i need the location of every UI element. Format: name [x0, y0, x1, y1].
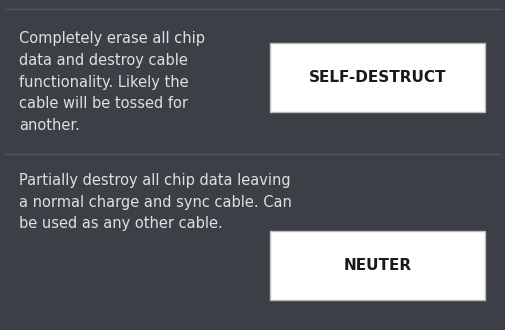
Text: SELF-DESTRUCT: SELF-DESTRUCT: [309, 70, 446, 85]
Text: NEUTER: NEUTER: [343, 258, 412, 273]
FancyBboxPatch shape: [270, 43, 485, 112]
Text: Completely erase all chip
data and destroy cable
functionality. Likely the
cable: Completely erase all chip data and destr…: [19, 31, 205, 133]
Text: Partially destroy all chip data leaving
a normal charge and sync cable. Can
be u: Partially destroy all chip data leaving …: [19, 173, 292, 231]
FancyBboxPatch shape: [270, 231, 485, 300]
